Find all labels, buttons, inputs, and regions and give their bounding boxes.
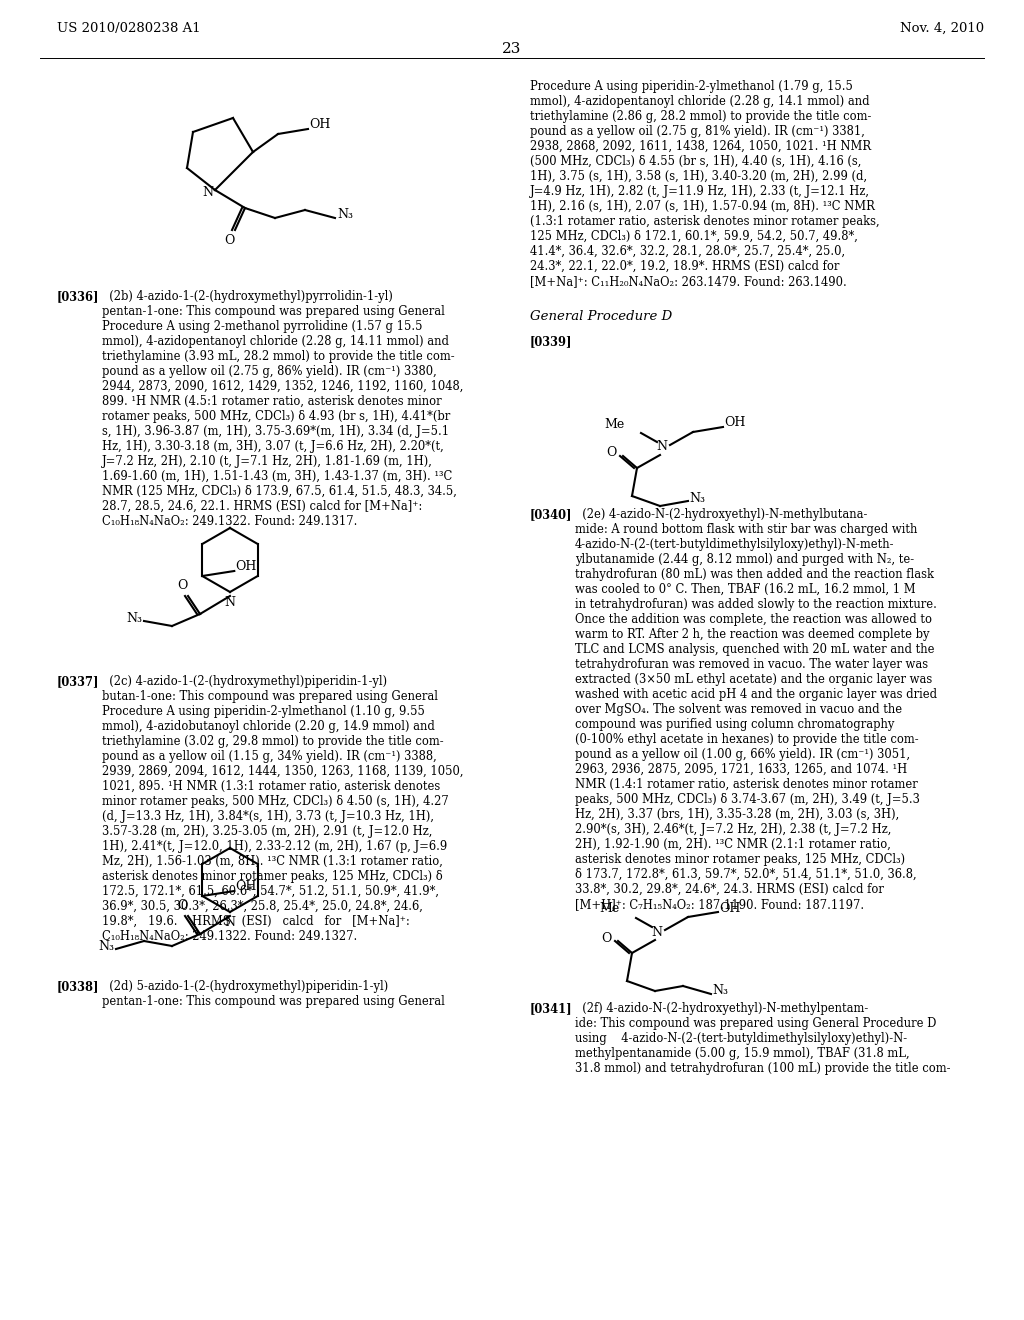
Text: N: N — [224, 916, 236, 928]
Text: OH: OH — [309, 119, 331, 132]
Text: N₃: N₃ — [337, 209, 353, 222]
Text: Nov. 4, 2010: Nov. 4, 2010 — [900, 22, 984, 36]
Text: OH: OH — [719, 902, 740, 915]
Text: N: N — [224, 595, 236, 609]
Text: [0338]: [0338] — [57, 979, 99, 993]
Text: OH: OH — [236, 561, 257, 573]
Text: N₃: N₃ — [712, 985, 728, 998]
Text: OH: OH — [236, 880, 257, 894]
Text: [0336]: [0336] — [57, 290, 99, 304]
Text: [0339]: [0339] — [530, 335, 572, 348]
Text: N: N — [203, 186, 213, 198]
Text: O: O — [602, 932, 612, 945]
Text: Me: Me — [600, 903, 620, 916]
Text: General Procedure D: General Procedure D — [530, 310, 672, 323]
Text: [0337]: [0337] — [57, 675, 99, 688]
Text: N: N — [651, 925, 663, 939]
Text: [0341]: [0341] — [530, 1002, 572, 1015]
Text: O: O — [177, 579, 187, 591]
Text: O: O — [177, 899, 187, 912]
Text: N₃: N₃ — [98, 940, 114, 953]
Text: N: N — [656, 441, 668, 454]
Text: (2f) 4-azido-N-(2-hydroxyethyl)-N-methylpentam-
ide: This compound was prepared : (2f) 4-azido-N-(2-hydroxyethyl)-N-methyl… — [575, 1002, 950, 1074]
Text: (2b) 4-azido-1-(2-(hydroxymethyl)pyrrolidin-1-yl)
pentan-1-one: This compound wa: (2b) 4-azido-1-(2-(hydroxymethyl)pyrroli… — [102, 290, 464, 528]
Text: N₃: N₃ — [126, 611, 142, 624]
Text: Me: Me — [605, 417, 625, 430]
Text: (2c) 4-azido-1-(2-(hydroxymethyl)piperidin-1-yl)
butan-1-one: This compound was : (2c) 4-azido-1-(2-(hydroxymethyl)piperid… — [102, 675, 464, 942]
Text: OH: OH — [724, 417, 745, 429]
Text: Procedure A using piperidin-2-ylmethanol (1.79 g, 15.5
mmol), 4-azidopentanoyl c: Procedure A using piperidin-2-ylmethanol… — [530, 81, 880, 288]
Text: (2e) 4-azido-N-(2-hydroxyethyl)-N-methylbutana-
mide: A round bottom flask with : (2e) 4-azido-N-(2-hydroxyethyl)-N-methyl… — [575, 508, 937, 911]
Text: N₃: N₃ — [689, 491, 705, 504]
Text: (2d) 5-azido-1-(2-(hydroxymethyl)piperidin-1-yl)
pentan-1-one: This compound was: (2d) 5-azido-1-(2-(hydroxymethyl)piperid… — [102, 979, 444, 1008]
Text: O: O — [224, 234, 234, 247]
Text: 23: 23 — [503, 42, 521, 55]
Text: O: O — [606, 446, 617, 459]
Text: US 2010/0280238 A1: US 2010/0280238 A1 — [57, 22, 201, 36]
Text: [0340]: [0340] — [530, 508, 572, 521]
